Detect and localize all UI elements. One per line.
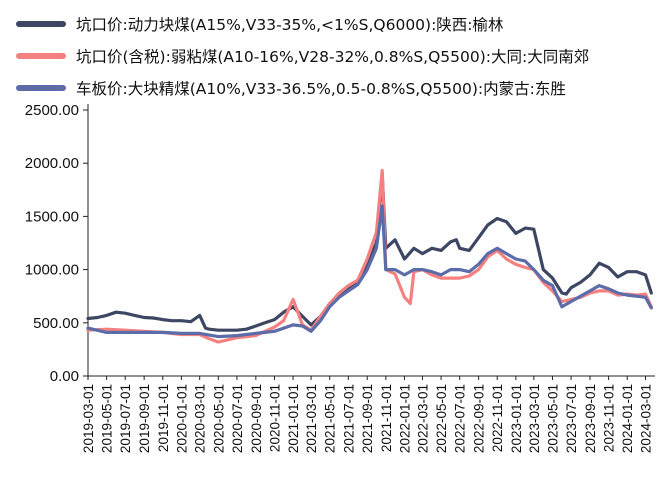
x-tick-label: 2022-01-01 [397, 384, 412, 453]
x-tick-label: 2021-01-01 [286, 384, 301, 453]
series-line-2 [86, 204, 653, 339]
x-tick-label: 2019-09-01 [137, 384, 152, 453]
x-tick-label: 2024-01-01 [620, 384, 635, 453]
x-tick-label: 2022-05-01 [434, 384, 449, 453]
x-tick-label: 2019-07-01 [118, 384, 133, 453]
y-tick-label: 1000.00 [25, 262, 79, 279]
x-tick-label: 2022-03-01 [415, 384, 430, 453]
y-ticks: 0.00 500.00 1000.00 1500.00 2000.00 2500.00 [25, 102, 88, 385]
legend-item-yulin: 坑口价:动力块煤(A15%,V33-35%,<1%S,Q6000):陕西:榆林 [16, 8, 589, 40]
x-tick-label: 2022-09-01 [472, 384, 487, 453]
x-tick-label: 2022-11-01 [490, 384, 505, 452]
x-tick-label: 2023-03-01 [527, 384, 542, 453]
x-tick-label: 2023-11-01 [602, 384, 617, 452]
x-tick-label: 2019-05-01 [100, 384, 115, 453]
x-tick-label: 2023-05-01 [545, 384, 560, 453]
y-tick-label: 2500.00 [25, 102, 79, 119]
legend-label-datong: 坑口价(含税):弱粘煤(A10-16%,V28-32%,0.8%S,Q5500)… [76, 48, 590, 66]
x-tick-label: 2020-09-01 [249, 384, 264, 453]
legend-label-yulin: 坑口价:动力块煤(A15%,V33-35%,<1%S,Q6000):陕西:榆林 [76, 16, 504, 34]
x-tick-label: 2023-07-01 [564, 384, 579, 453]
legend-swatch-yulin [16, 21, 66, 27]
x-tick-label: 2021-11-01 [379, 384, 394, 452]
x-tick-label: 2020-01-01 [174, 384, 189, 453]
y-tick-label: 1500.00 [25, 208, 79, 225]
x-tick-label: 2020-03-01 [193, 384, 208, 453]
x-tick-label: 2023-09-01 [583, 384, 598, 453]
x-tick-label: 2022-07-01 [453, 384, 468, 453]
series-lines [86, 169, 653, 344]
y-tick-label: 2000.00 [25, 155, 79, 172]
x-tick-label: 2019-03-01 [81, 384, 96, 453]
legend-item-dongsheng: 车板价:大块精煤(A10%,V33-36.5%,0.5-0.8%S,Q5500)… [16, 72, 589, 104]
legend-swatch-dongsheng [16, 85, 66, 91]
x-tick-label: 2020-11-01 [267, 384, 282, 452]
x-tick-label: 2020-07-01 [230, 384, 245, 453]
x-tick-label: 2020-05-01 [211, 384, 226, 453]
x-tick-label: 2023-01-01 [509, 384, 524, 453]
legend-label-dongsheng: 车板价:大块精煤(A10%,V33-36.5%,0.5-0.8%S,Q5500)… [76, 80, 566, 98]
x-tick-label: 2021-05-01 [323, 384, 338, 453]
series-line-1 [86, 169, 653, 344]
x-ticks: 2019-03-01 2019-05-01 2019-07-01 2019-09-01… [81, 376, 654, 453]
legend-item-datong: 坑口价(含税):弱粘煤(A10-16%,V28-32%,0.8%S,Q5500)… [16, 40, 589, 72]
x-tick-label: 2021-03-01 [304, 384, 319, 453]
x-tick-label: 2024-03-01 [639, 384, 654, 453]
x-tick-label: 2019-11-01 [156, 384, 171, 452]
x-tick-label: 2021-07-01 [341, 384, 356, 453]
legend-swatch-datong [16, 53, 66, 59]
y-tick-label: 500.00 [33, 315, 79, 332]
y-tick-label: 0.00 [50, 368, 79, 385]
axes [87, 104, 655, 377]
legend: 坑口价:动力块煤(A15%,V33-35%,<1%S,Q6000):陕西:榆林 … [16, 8, 589, 104]
x-tick-label: 2021-09-01 [360, 384, 375, 453]
